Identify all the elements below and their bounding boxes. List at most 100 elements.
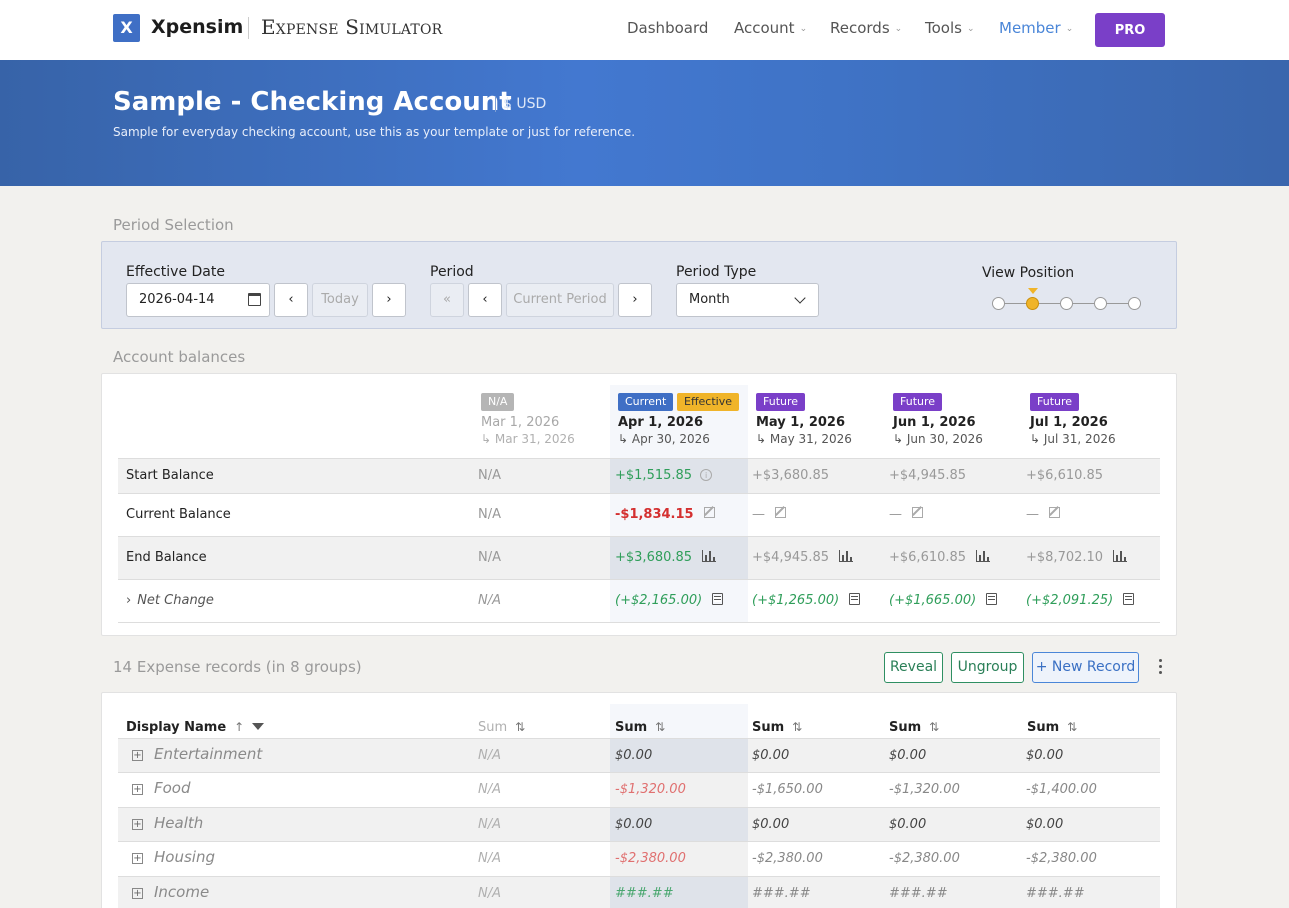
balances-card: N/A Mar 1, 2026 ↳ Mar 31, 2026 Current E… xyxy=(101,373,1177,636)
current-period-button[interactable]: Current Period xyxy=(506,283,614,317)
group-sum: N/A xyxy=(478,748,501,763)
period-prev-button[interactable]: ‹ xyxy=(468,283,502,317)
bar-chart-icon[interactable] xyxy=(702,550,717,562)
current-cell-bg xyxy=(610,808,748,841)
nav-records[interactable]: Records ⌄ xyxy=(830,19,902,37)
bar-chart-icon[interactable] xyxy=(839,550,854,562)
chevron-down-icon: ⌄ xyxy=(1065,24,1074,34)
brand-divider xyxy=(248,17,249,39)
effective-date-input[interactable]: 2026-04-14 xyxy=(126,283,270,317)
info-icon[interactable]: i xyxy=(700,469,713,481)
view-position-dot-3[interactable] xyxy=(1060,297,1073,310)
brand-name[interactable]: Xpensim xyxy=(151,16,244,38)
group-sum: $0.00 xyxy=(1026,817,1064,832)
sum-header[interactable]: Sum ⇅ xyxy=(1027,720,1077,735)
new-record-button[interactable]: + New Record xyxy=(1032,652,1139,683)
start-balance-current: +$1,515.85 xyxy=(615,468,693,483)
nav-tools[interactable]: Tools ⌄ xyxy=(925,19,975,37)
view-position-dot-2[interactable] xyxy=(1026,297,1039,310)
period-end-date: ↳ Jul 31, 2026 xyxy=(1030,432,1116,446)
sort-icon[interactable]: ⇅ xyxy=(1067,720,1078,734)
group-sum: $0.00 xyxy=(615,817,653,832)
chevron-down-icon xyxy=(794,292,806,304)
edit-icon[interactable] xyxy=(912,507,923,518)
balance-value: (+$1,665.00) xyxy=(889,593,998,608)
sum-header[interactable]: Sum ⇅ xyxy=(752,720,802,735)
net-change-value: (+$2,165.00) xyxy=(615,593,703,608)
sum-header-label: Sum xyxy=(889,720,922,735)
nav-account[interactable]: Account ⌄ xyxy=(734,19,807,37)
sort-icon[interactable]: ⇅ xyxy=(655,720,666,734)
sort-ascending-icon[interactable]: ↑ xyxy=(234,720,245,734)
filter-icon[interactable] xyxy=(252,723,265,730)
view-position-dot-1[interactable] xyxy=(992,297,1005,310)
calendar-icon[interactable] xyxy=(248,293,261,306)
nav-member[interactable]: Member ⌄ xyxy=(999,19,1073,37)
date-next-button[interactable]: › xyxy=(372,283,406,317)
group-sum: -$1,320.00 xyxy=(889,782,960,797)
current-cell-bg xyxy=(610,494,748,536)
period-end-date: ↳ Jun 30, 2026 xyxy=(893,432,983,446)
end-balance-current: +$3,680.85 xyxy=(615,550,693,565)
page-title: Sample - Checking Account xyxy=(113,87,512,117)
details-list-icon[interactable] xyxy=(1123,593,1135,605)
nav-dashboard[interactable]: Dashboard xyxy=(627,19,708,37)
edit-icon[interactable] xyxy=(775,507,786,518)
effective-date-label: Effective Date xyxy=(126,264,225,280)
sum-header[interactable]: Sum ⇅ xyxy=(615,720,665,735)
end-balance-future: +$4,945.85 xyxy=(752,550,830,565)
period-next-button[interactable]: › xyxy=(618,283,652,317)
row-label[interactable]: › Net Change xyxy=(126,593,214,608)
group-row[interactable]: + Housing N/A -$2,380.00 -$2,380.00 -$2,… xyxy=(118,841,1160,876)
edit-icon[interactable] xyxy=(1049,507,1060,518)
group-name: Health xyxy=(154,814,204,832)
end-balance-future: +$8,702.10 xyxy=(1026,550,1104,565)
details-list-icon[interactable] xyxy=(849,593,861,605)
group-row[interactable]: + Entertainment N/A $0.00 $0.00 $0.00 $0… xyxy=(118,738,1160,772)
balance-value: (+$2,091.25) xyxy=(1026,593,1135,608)
sum-header[interactable]: Sum ⇅ xyxy=(889,720,939,735)
today-button[interactable]: Today xyxy=(312,283,368,317)
expand-icon[interactable]: + xyxy=(132,750,143,761)
expand-icon[interactable]: + xyxy=(132,784,143,795)
group-row[interactable]: + Food N/A -$1,320.00 -$1,650.00 -$1,320… xyxy=(118,772,1160,807)
current-cell-bg xyxy=(610,842,748,876)
expand-icon[interactable]: + xyxy=(132,819,143,830)
expand-icon[interactable]: + xyxy=(132,853,143,864)
sort-icon[interactable]: ⇅ xyxy=(929,720,940,734)
ungroup-button[interactable]: Ungroup xyxy=(951,652,1024,683)
badge-effective: Effective xyxy=(677,393,739,411)
view-position-dot-5[interactable] xyxy=(1128,297,1141,310)
display-name-header[interactable]: Display Name ↑ xyxy=(126,720,265,735)
current-balance-row: Current Balance N/A -$1,834.15 — — — xyxy=(118,493,1160,536)
details-list-icon[interactable] xyxy=(712,593,724,605)
group-row[interactable]: + Income N/A ###.## ###.## ###.## ###.## xyxy=(118,876,1160,908)
net-change-row[interactable]: › Net Change N/A (+$2,165.00) (+$1,265.00… xyxy=(118,579,1160,623)
start-balance-row: Start Balance N/A +$1,515.85 i +$3,680.85… xyxy=(118,458,1160,493)
chevron-right-icon[interactable]: › xyxy=(126,593,132,608)
details-list-icon[interactable] xyxy=(986,593,998,605)
balance-value: +$8,702.10 xyxy=(1026,550,1128,565)
group-row[interactable]: + Health N/A $0.00 $0.00 $0.00 $0.00 xyxy=(118,807,1160,841)
date-prev-button[interactable]: ‹ xyxy=(274,283,308,317)
period-first-button[interactable]: « xyxy=(430,283,464,317)
expand-icon[interactable]: + xyxy=(132,888,143,899)
edit-icon[interactable] xyxy=(703,507,715,518)
more-options-icon[interactable] xyxy=(1159,659,1163,677)
group-sum: ###.## xyxy=(752,886,811,901)
period-type-select[interactable]: Month xyxy=(676,283,819,317)
view-position-dot-4[interactable] xyxy=(1094,297,1107,310)
sort-icon[interactable]: ⇅ xyxy=(792,720,803,734)
reveal-button[interactable]: Reveal xyxy=(884,652,943,683)
sort-icon[interactable]: ⇅ xyxy=(515,720,526,734)
balance-value: — xyxy=(1026,507,1060,522)
bar-chart-icon[interactable] xyxy=(976,550,991,562)
view-position-marker-icon xyxy=(1028,288,1038,294)
row-label: Current Balance xyxy=(126,507,231,522)
sum-header[interactable]: Sum ⇅ xyxy=(478,720,525,735)
logo-icon[interactable]: X xyxy=(113,14,140,42)
pro-button[interactable]: PRO xyxy=(1095,13,1165,47)
group-sum: $0.00 xyxy=(889,748,927,763)
balance-value: N/A xyxy=(478,593,501,608)
bar-chart-icon[interactable] xyxy=(1113,550,1128,562)
